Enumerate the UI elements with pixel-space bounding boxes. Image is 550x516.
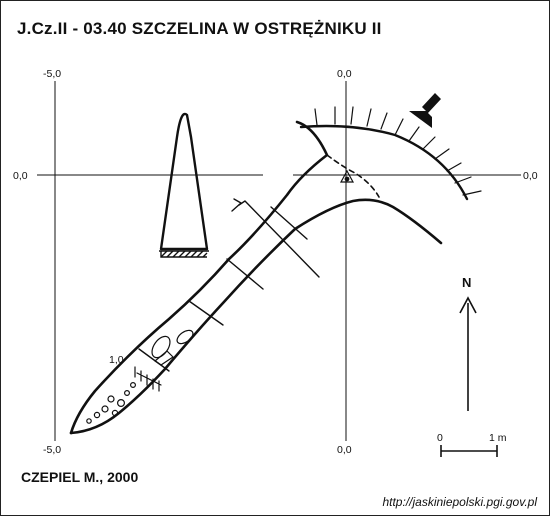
grid-label-left-top: -5,0: [43, 68, 61, 80]
debris-stone: [130, 382, 137, 389]
debris-stone: [111, 409, 119, 417]
passage-section-line: [138, 348, 170, 372]
section-reference-arrow: [231, 198, 242, 212]
debris-stone: [86, 418, 92, 424]
passage-lower-wall: [69, 198, 443, 435]
debris-stone: [116, 399, 125, 408]
survey-point: [339, 169, 355, 183]
north-label: N: [462, 275, 471, 290]
floor-debris: [86, 329, 194, 424]
grid-label-right-middle: 0,0: [523, 170, 538, 182]
depth-label: 1,0: [109, 354, 124, 366]
scale-bar-end-label: 1 m: [489, 432, 507, 444]
scale-bar-start-label: 0: [437, 432, 443, 444]
debris-stone: [123, 390, 130, 397]
entrance-drip-line: [326, 154, 380, 198]
grid-label-left-bottom: -5,0: [43, 444, 61, 456]
slope-hachures: [314, 106, 482, 196]
grid-label-right-bottom: 0,0: [337, 444, 352, 456]
north-arrow: [459, 296, 477, 411]
map-author: CZEPIEL M., 2000: [21, 469, 139, 485]
cross-section: [159, 112, 209, 258]
cave-passage: [69, 120, 443, 435]
entrance-slope: [299, 106, 482, 201]
passage-section-line: [188, 300, 224, 326]
grid-label-left-middle: 0,0: [13, 170, 28, 182]
passage-section-line: [270, 206, 308, 240]
source-url[interactable]: http://jaskiniepolski.pgi.gov.pl: [382, 495, 537, 509]
debris-block: [176, 329, 194, 345]
debris-stone: [101, 405, 109, 413]
grid-label-right-top: 0,0: [337, 68, 352, 80]
debris-block: [153, 350, 174, 366]
scale-bar: [440, 445, 498, 457]
passage-section-line: [226, 258, 264, 290]
slope-edge: [299, 124, 469, 201]
debris-stone: [107, 395, 115, 403]
entrance-arrow: [409, 93, 441, 128]
depth-ticks: [134, 366, 162, 392]
grid-labels: -5,0 0,0 -5,0 0,0 0,0 0,0: [13, 68, 538, 456]
cross-section-floor-hatch: [159, 250, 209, 258]
cross-section-outline: [159, 112, 209, 251]
debris-stone: [93, 411, 101, 419]
map-title: J.Cz.II - 03.40 SZCZELINA W OSTRĘŻNIKU I…: [17, 19, 382, 38]
coordinate-grid: [37, 81, 521, 441]
passage-upper-wall: [69, 120, 329, 435]
